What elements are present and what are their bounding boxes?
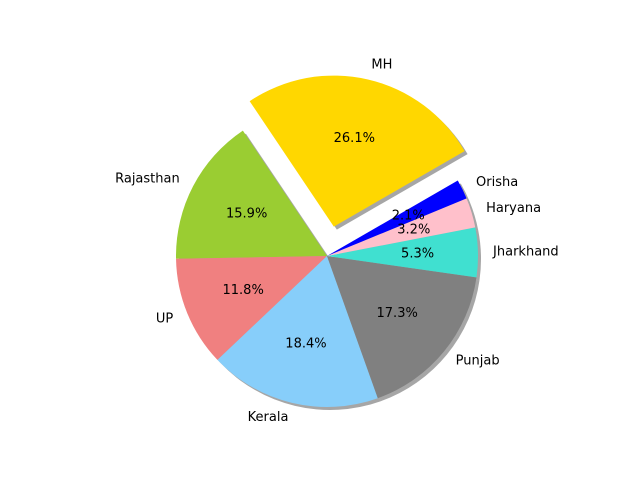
percent-label-mh: 26.1% — [334, 131, 375, 146]
category-label-punjab: Punjab — [456, 354, 500, 369]
pie-slice-orisha — [327, 180, 467, 256]
category-label-mh: MH — [371, 57, 392, 72]
pie-slice-punjab — [327, 256, 477, 399]
percent-label-up: 11.8% — [223, 283, 264, 298]
pie-slice-layer — [176, 75, 478, 408]
category-label-rajasthan: Rajasthan — [115, 172, 180, 187]
category-label-jharkhand: Jharkhand — [492, 244, 559, 259]
category-label-orisha: Orisha — [476, 175, 518, 190]
percent-label-orisha: 2.1% — [392, 208, 425, 223]
pie-slice-jharkhand — [327, 227, 478, 278]
pie-slice-up — [176, 256, 327, 360]
category-label-haryana: Haryana — [486, 201, 541, 216]
pie-slice-mh — [249, 75, 465, 227]
percent-label-jharkhand: 5.3% — [401, 246, 434, 261]
pie-slice-haryana — [327, 198, 476, 256]
pie-label-layer: MH 26.1% Rajasthan 15.9% UP 11.8% Kerala 18.4% P… — [115, 57, 559, 425]
pie-slice-kerala — [217, 256, 378, 408]
percent-label-kerala: 18.4% — [285, 337, 326, 352]
percent-label-punjab: 17.3% — [377, 306, 418, 321]
category-label-kerala: Kerala — [248, 410, 289, 425]
pie-slice-rajasthan — [176, 130, 327, 259]
category-label-up: UP — [156, 311, 174, 326]
percent-label-haryana: 3.2% — [397, 222, 430, 237]
percent-label-rajasthan: 15.9% — [226, 207, 267, 222]
